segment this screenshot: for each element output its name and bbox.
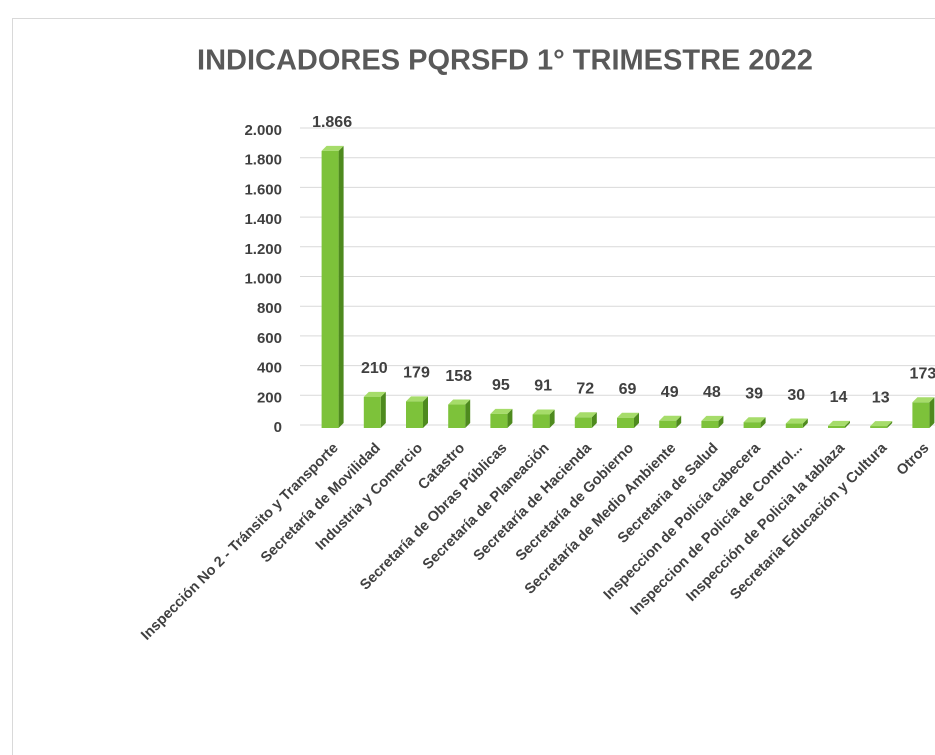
bar-side [338,145,344,429]
bar [743,417,766,428]
y-tick-label: 400 [257,360,282,377]
bar-front [574,417,592,428]
y-tick-label: 200 [257,389,282,406]
bar [870,421,893,428]
bar [406,396,428,428]
data-label: 39 [745,385,763,402]
y-tick-label: 2.000 [244,122,282,139]
bar-top [785,418,808,424]
y-tick-label: 1.600 [244,181,282,198]
y-tick-label: 800 [257,300,282,317]
data-label: 69 [619,381,637,398]
bar-side [760,417,766,428]
bar-front [321,150,339,429]
data-label: 173 [910,366,935,383]
bar-front [490,413,508,428]
bar-side [465,399,471,428]
bar-top [870,421,893,427]
bar [532,409,555,428]
y-tick-label: 1.400 [244,211,282,228]
bar-side [549,409,555,428]
bar-side [634,412,639,428]
bar-front [532,414,550,428]
bar [321,145,344,429]
bar [828,420,850,428]
bar-front [785,423,803,428]
data-label: 179 [403,365,430,382]
bar-side [380,391,386,428]
y-tick-label: 1.200 [244,241,282,258]
bar-top [321,145,344,151]
bar-top [574,412,597,418]
data-label: 49 [661,384,679,401]
bar-top [743,417,766,423]
data-label: 95 [492,377,510,394]
data-label: 1.866 [312,114,352,131]
data-label: 48 [703,384,721,401]
bar [448,399,471,428]
bar-front [701,420,719,428]
bar [617,412,639,428]
bar-top [532,409,555,415]
y-tick-label: 0 [274,419,282,436]
bar-top [406,396,428,402]
bar-top [617,412,639,418]
bar-top [363,391,386,397]
bar-side [423,396,428,428]
data-label: 158 [445,368,472,385]
bar-top [659,415,682,421]
bar-side [887,421,893,428]
bar [659,415,682,428]
bar-top [828,420,850,426]
chart-title: INDICADORES PQRSFD 1° TRIMESTRE 2022 [197,45,813,77]
data-label: 210 [361,360,388,377]
bar-front [743,422,761,428]
bar-front [406,401,423,428]
chart-frame [12,18,935,755]
bar-front [363,396,381,428]
y-tick-label: 1.000 [244,270,282,287]
y-tick-label: 1.800 [244,152,282,169]
data-label: 30 [787,387,805,404]
bar-top [448,399,471,405]
bar-side [929,397,935,428]
bar-top [912,397,935,403]
bar-side [802,418,808,428]
bar-front [912,402,930,428]
bar [785,418,808,428]
bar-top [490,408,513,414]
data-label: 91 [534,378,552,395]
data-label: 13 [872,389,890,406]
bar-front [448,404,466,428]
bar [574,412,597,428]
bar-side [591,412,597,428]
bar-side [718,415,724,428]
bar [490,408,513,428]
y-tick-label: 600 [257,330,282,347]
data-label: 14 [830,389,848,406]
bar-side [845,420,850,428]
data-label: 72 [576,381,594,398]
bar-side [507,408,513,428]
bar-front [659,420,677,428]
bar-top [701,415,724,421]
bar [363,391,386,428]
bar-front [828,425,845,428]
bar [912,397,935,428]
bar-front [617,417,634,428]
bar [701,415,724,428]
bar-front [870,426,888,428]
bar-side [676,415,682,428]
